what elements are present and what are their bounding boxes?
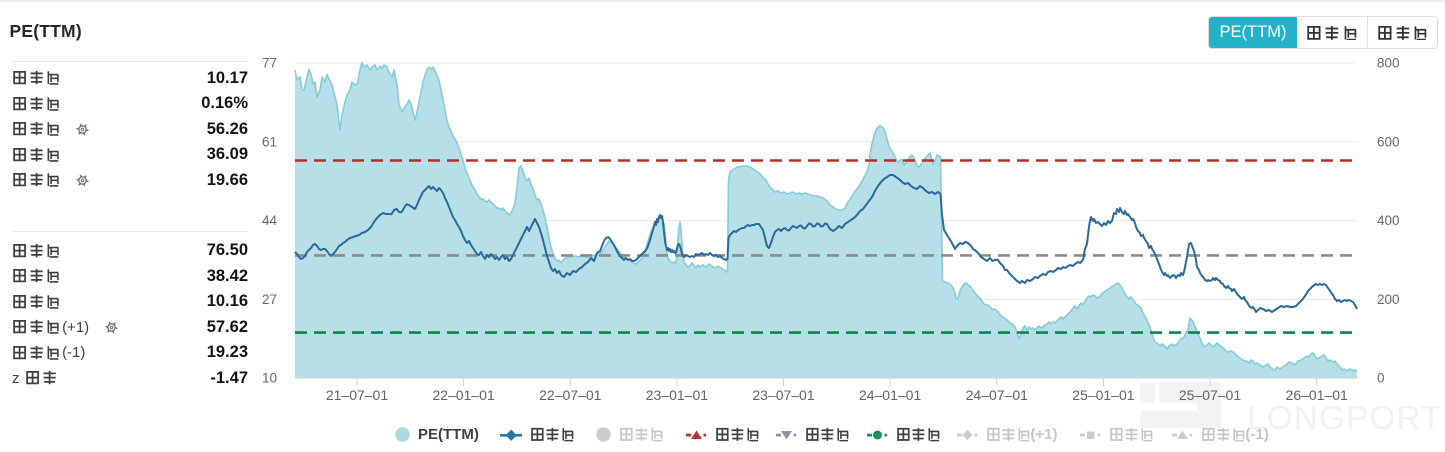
svg-text:21–07–01: 21–07–01 — [326, 387, 389, 403]
svg-text:600: 600 — [1377, 134, 1400, 149]
svg-text:77: 77 — [262, 56, 277, 71]
svg-text:23–07–01: 23–07–01 — [752, 387, 815, 403]
svg-text:0: 0 — [1377, 371, 1385, 386]
svg-text:26–01–01: 26–01–01 — [1286, 387, 1349, 403]
svg-text:27: 27 — [262, 292, 277, 307]
svg-text:23–01–01: 23–01–01 — [646, 387, 709, 403]
svg-text:200: 200 — [1377, 292, 1400, 307]
svg-text:22–01–01: 22–01–01 — [432, 387, 495, 403]
svg-text:22–07–01: 22–07–01 — [539, 387, 602, 403]
svg-text:24–07–01: 24–07–01 — [966, 387, 1029, 403]
svg-text:800: 800 — [1377, 56, 1400, 71]
svg-text:25–01–01: 25–01–01 — [1072, 387, 1135, 403]
svg-text:24–01–01: 24–01–01 — [859, 387, 922, 403]
svg-text:400: 400 — [1377, 213, 1400, 228]
svg-text:44: 44 — [262, 213, 278, 228]
svg-text:10: 10 — [262, 371, 277, 386]
svg-text:61: 61 — [262, 134, 277, 149]
svg-text:25–07–01: 25–07–01 — [1179, 387, 1242, 403]
